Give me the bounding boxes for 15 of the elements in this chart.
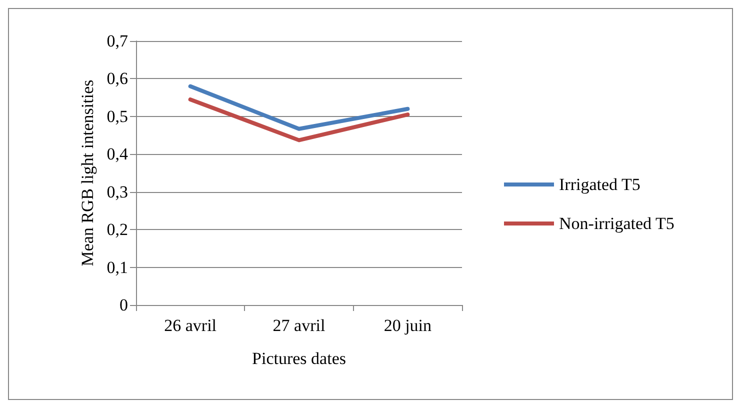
y-axis-title: Mean RGB light intensities: [78, 80, 97, 266]
x-axis-title: Pictures dates: [252, 349, 346, 368]
x-tick-label: 20 juin: [384, 316, 432, 335]
y-tick-label: 0,1: [106, 258, 128, 277]
legend-label: Non-irrigated T5: [559, 214, 674, 233]
y-tick-label: 0,4: [106, 144, 128, 164]
y-tick-label: 0,2: [106, 220, 128, 240]
legend-label: Irrigated T5: [559, 175, 640, 194]
y-tick-label: 0: [120, 296, 128, 314]
y-tick-label: 0,3: [106, 182, 128, 202]
x-tick-label: 27 avril: [272, 316, 326, 335]
x-tick-label: 26 avril: [164, 316, 217, 335]
y-tick-label: 0,5: [106, 106, 128, 126]
y-tick-label: 0,6: [106, 69, 128, 88]
y-tick-label: 0,7: [106, 32, 128, 50]
